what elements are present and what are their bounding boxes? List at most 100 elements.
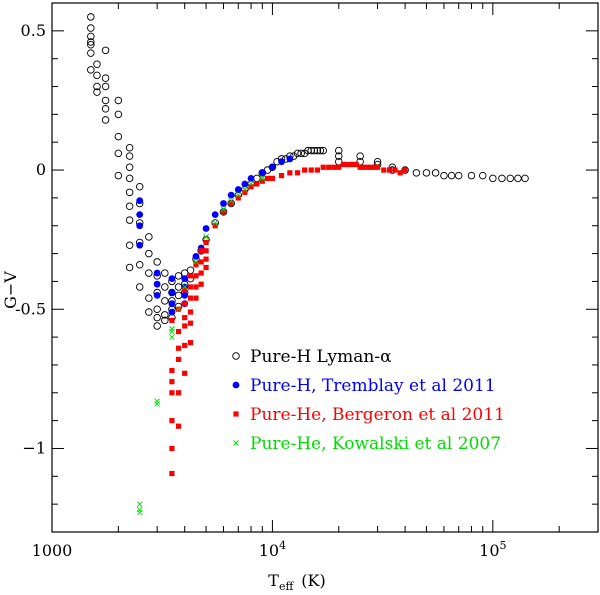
data-point: [169, 418, 175, 424]
data-point: [125, 263, 134, 272]
data-point: [193, 273, 199, 279]
data-point: [182, 323, 188, 329]
data-point: [192, 252, 200, 260]
data-point: [506, 174, 515, 183]
data-point: [153, 269, 161, 277]
data-point: [175, 356, 182, 362]
data-point: [145, 233, 153, 241]
data-point: [101, 74, 110, 82]
data-point: [259, 175, 266, 182]
data-point: [161, 297, 169, 305]
data-point: [136, 197, 144, 205]
data-point: [356, 152, 364, 160]
data-point: [187, 273, 194, 279]
data-point: [198, 248, 204, 254]
series-4: [136, 175, 266, 516]
data-point: [349, 161, 355, 168]
data-point: [340, 161, 347, 168]
data-point: [187, 340, 194, 346]
data-point: [308, 167, 314, 173]
data-point: [145, 269, 153, 277]
data-point: [454, 171, 463, 180]
data-point: [125, 163, 134, 172]
data-point: [234, 186, 242, 193]
data-point: [310, 146, 319, 155]
series-2: [136, 155, 294, 316]
data-point: [258, 169, 266, 177]
data-point: [125, 216, 134, 224]
data-point: [136, 501, 143, 507]
data-point: [154, 401, 160, 407]
data-point: [114, 171, 123, 180]
data-point: [220, 209, 227, 215]
data-point: [101, 82, 110, 91]
data-point: [227, 191, 235, 199]
data-point: [87, 66, 95, 74]
data-point: [182, 342, 188, 349]
data-point: [297, 149, 305, 158]
data-point: [114, 149, 123, 158]
data-point: [125, 152, 134, 160]
data-point: [168, 289, 176, 296]
data-point: [386, 167, 393, 173]
data-point: [198, 281, 204, 287]
data-point: [181, 275, 189, 283]
data-point: [193, 259, 199, 265]
data-point: [242, 186, 248, 193]
data-points: [87, 13, 529, 516]
data-point: [397, 170, 403, 176]
legend-label: Pure-He, Kowalski et al 2007: [250, 434, 501, 454]
data-point: [440, 171, 448, 180]
data-point: [335, 152, 343, 160]
data-point: [203, 248, 209, 254]
series-1: [87, 13, 529, 330]
data-point: [169, 325, 175, 332]
x-tick-label-exponent: 4: [279, 539, 286, 552]
data-point: [320, 164, 326, 170]
data-point: [293, 149, 302, 158]
data-point: [87, 32, 95, 41]
data-point: [193, 262, 199, 268]
data-point: [374, 164, 381, 170]
data-point: [235, 192, 242, 198]
data-point: [357, 164, 363, 170]
x-axis-title-subscript: eff: [279, 580, 295, 593]
x-tick-label: 104: [259, 539, 286, 560]
legend-marker: [233, 411, 239, 417]
data-point: [431, 169, 440, 177]
data-point: [101, 46, 110, 55]
data-point: [125, 188, 134, 197]
data-point: [331, 164, 337, 170]
data-point: [175, 328, 182, 335]
data-point: [278, 173, 285, 179]
legend: Pure-H Lyman-α Pure-H, Tremblay et al 201…: [232, 347, 505, 454]
data-point: [361, 164, 367, 170]
y-tick-label: -0.5: [15, 299, 46, 318]
data-point: [136, 506, 143, 513]
data-point: [169, 390, 175, 396]
y-axis-title: G−V: [1, 271, 20, 309]
data-point: [87, 24, 95, 32]
data-point: [489, 174, 497, 183]
data-point: [212, 220, 219, 226]
data-point: [220, 200, 227, 207]
data-point: [187, 284, 194, 290]
data-point: [145, 249, 153, 258]
data-point: [169, 334, 175, 340]
data-point: [198, 259, 204, 265]
data-point: [278, 158, 285, 166]
data-point: [135, 183, 144, 191]
data-point: [153, 280, 161, 288]
data-point: [353, 161, 359, 168]
data-point: [169, 445, 175, 452]
data-point: [175, 306, 182, 313]
data-point: [153, 305, 161, 314]
data-point: [101, 96, 110, 105]
data-point: [168, 275, 176, 283]
data-point: [136, 222, 144, 230]
data-point: [286, 155, 294, 163]
data-point: [514, 174, 522, 183]
data-point: [153, 322, 161, 330]
data-point: [193, 295, 199, 301]
